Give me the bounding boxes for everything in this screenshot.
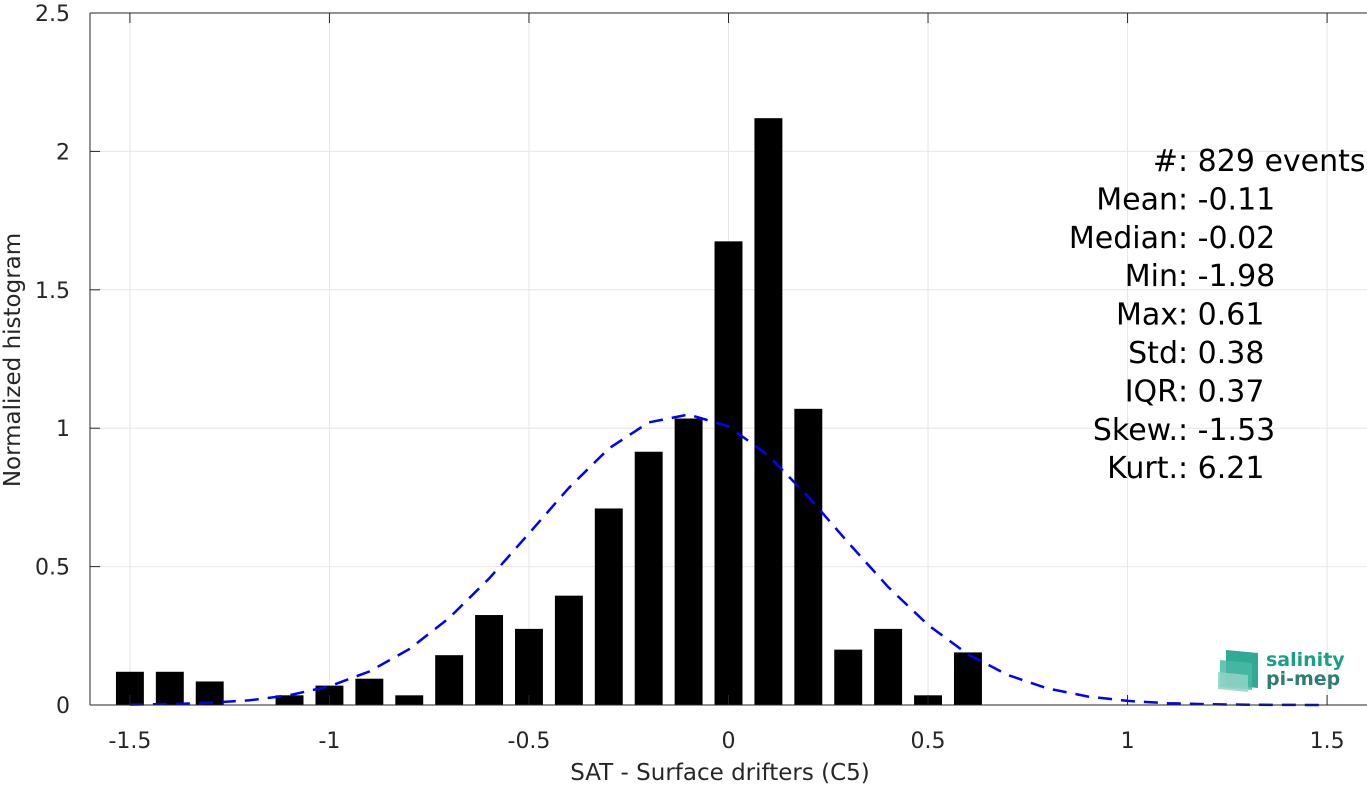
stat-value: : -1.98 (1178, 259, 1275, 294)
logo-line2: pi-mep (1266, 668, 1340, 690)
stat-label: IQR (1125, 374, 1178, 409)
stat-value: : -1.53 (1178, 413, 1275, 448)
histogram-bar (594, 508, 623, 705)
histogram-bar (874, 628, 903, 705)
y-tick-label: 0.5 (35, 556, 70, 581)
histogram-bar (634, 451, 663, 705)
histogram-bar (195, 681, 224, 705)
histogram-bar (794, 408, 823, 705)
histogram-bar (515, 628, 543, 705)
stat-label: Median (1069, 221, 1178, 256)
histogram-bar (475, 615, 504, 705)
logo-line1: salinity (1266, 649, 1345, 671)
y-tick-label: 2.5 (35, 2, 70, 27)
y-tick-label: 1.5 (35, 279, 70, 304)
stat-label: # (1153, 144, 1178, 179)
stat-value: : -0.11 (1178, 182, 1275, 217)
stat-value: : 0.38 (1178, 336, 1264, 371)
stat-label: Min (1125, 259, 1178, 294)
histogram-bar (395, 695, 424, 705)
x-tick-label: 1.5 (1310, 729, 1345, 754)
axes (89, 12, 1367, 706)
x-tick-label: -1 (318, 729, 340, 754)
histogram-bar (275, 695, 304, 705)
tick-labels: -1.5 -1 -0.5 0 0.5 1 1.5 0 0.5 1 1.5 2 2.5 (35, 2, 1345, 754)
y-tick-label: 1 (56, 417, 70, 442)
histogram-bar (953, 652, 982, 705)
stat-value: : 829 events (1178, 144, 1366, 179)
stat-value: : 6.21 (1178, 451, 1264, 486)
y-tick-label: 2 (56, 140, 70, 165)
y-axis-label: Normalized histogram (0, 233, 26, 487)
x-tick-label: -1.5 (108, 729, 151, 754)
logo-icon (1218, 650, 1258, 692)
stat-label: Mean (1096, 182, 1178, 217)
stat-label: Kurt. (1107, 451, 1178, 486)
stat-label: Skew. (1093, 413, 1178, 448)
histogram-bar (754, 118, 783, 705)
histogram-bar (834, 649, 863, 705)
x-axis-label: SAT - Surface drifters (C5) (570, 760, 870, 785)
histogram-bar (355, 678, 384, 705)
x-tick-label: 1 (1121, 729, 1135, 754)
bars (115, 118, 982, 706)
x-tick-label: 0.5 (911, 729, 946, 754)
histogram-bar (554, 595, 583, 705)
stat-value: : 0.37 (1178, 374, 1264, 409)
histogram-bar (674, 418, 703, 705)
x-tick-label: -0.5 (508, 729, 551, 754)
y-tick-label: 0 (56, 694, 70, 719)
histogram-bar (155, 671, 184, 705)
x-tick-label: 0 (722, 729, 736, 754)
stat-label: Std (1128, 336, 1178, 371)
stat-value: : 0.61 (1178, 298, 1264, 333)
histogram-bar (714, 241, 743, 706)
histogram-bar (435, 655, 464, 705)
stat-value: : -0.02 (1178, 221, 1275, 256)
salinity-pi-mep-logo: salinity pi-mep (1218, 649, 1345, 692)
stat-label: Max (1116, 298, 1178, 333)
